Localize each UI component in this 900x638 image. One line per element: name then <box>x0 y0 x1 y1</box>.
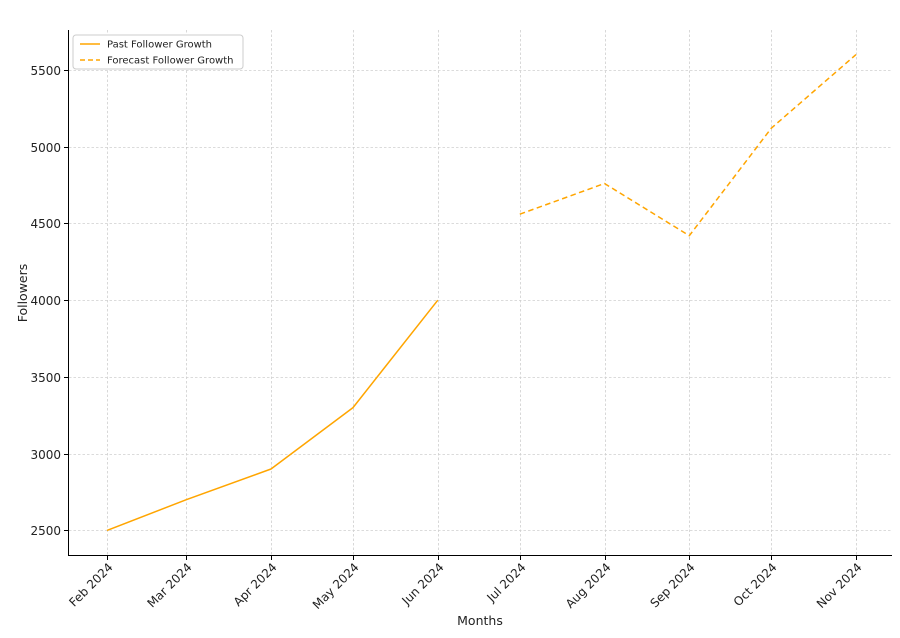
y-tick-label: 5500 <box>30 64 61 78</box>
forecast-growth-line <box>519 54 857 237</box>
x-tick-label: Mar 2024 <box>144 560 194 610</box>
x-tick-label: Jul 2024 <box>483 560 528 605</box>
x-tick-label: Feb 2024 <box>66 560 115 609</box>
x-tick-label: May 2024 <box>310 560 362 612</box>
x-tick-label: Jun 2024 <box>398 560 446 608</box>
x-ticks: Feb 2024 Mar 2024 Apr 2024 May 2024 Jun 2024… <box>66 556 865 612</box>
x-axis-label: Months <box>457 613 503 628</box>
y-tick-label: 5000 <box>30 141 61 155</box>
y-tick-label: 3500 <box>30 371 61 385</box>
grid <box>69 30 892 555</box>
series-lines <box>106 54 857 532</box>
x-tick-label: Oct 2024 <box>731 560 780 609</box>
x-tick-label: Aug 2024 <box>563 560 614 611</box>
y-ticks: 2500 3000 3500 4000 4500 5000 5500 <box>30 64 68 538</box>
y-tick-label: 4500 <box>30 217 61 231</box>
axes <box>68 30 892 556</box>
legend-label-forecast: Forecast Follower Growth <box>107 56 234 67</box>
y-axis-label: Followers <box>15 264 30 323</box>
legend: Past Follower Growth Forecast Follower G… <box>72 34 244 70</box>
legend-box <box>72 34 244 70</box>
x-tick-label: Nov 2024 <box>814 560 865 611</box>
legend-label-past: Past Follower Growth <box>107 40 212 51</box>
y-tick-label: 4000 <box>30 294 61 308</box>
y-tick-label: 3000 <box>30 448 61 462</box>
x-tick-label: Apr 2024 <box>231 560 280 609</box>
y-tick-label: 2500 <box>30 524 61 538</box>
past-growth-line <box>106 299 439 532</box>
x-tick-label: Sep 2024 <box>647 560 697 610</box>
